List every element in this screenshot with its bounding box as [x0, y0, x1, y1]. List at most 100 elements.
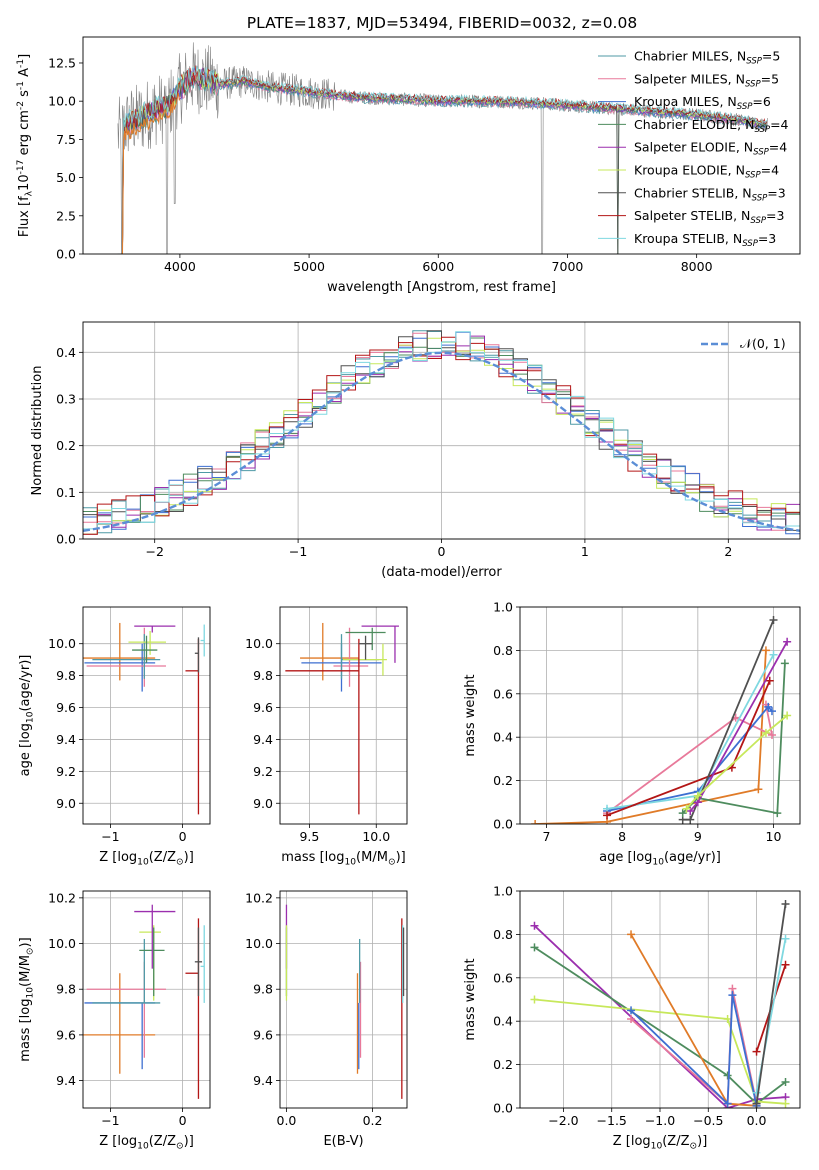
- y-tick-label: 2.5: [56, 208, 76, 223]
- y-axis-label: mass weight: [463, 674, 478, 756]
- weight-marker: [765, 676, 774, 685]
- x-axis-label: wavelength [Angstrom, rest frame]: [327, 280, 556, 295]
- x-tick-label: 7: [543, 829, 551, 844]
- x-tick-label: −0.5: [693, 1113, 723, 1128]
- x-tick-label: −1: [101, 1113, 119, 1128]
- x-tick-label: 8: [618, 829, 626, 844]
- x-tick-label: 9.5: [299, 829, 319, 844]
- weight-marker: [682, 804, 691, 813]
- label-segment: ]: [17, 54, 32, 59]
- plot-area: [285, 622, 399, 815]
- label-segment: 10: [652, 857, 664, 867]
- y-tick-label: 0.4: [56, 345, 76, 360]
- legend-entry: Kroupa STELIB, NSSP=3: [634, 231, 776, 249]
- legend-text: Kroupa ELODIE, N: [634, 163, 745, 178]
- y-tick-label: 10.0: [48, 936, 76, 951]
- x-tick-label: −1.0: [645, 1113, 675, 1128]
- label-segment: )]: [184, 850, 194, 865]
- legend-entry: Chabrier STELIB, NSSP=3: [634, 185, 786, 203]
- y-tick-label: 0.6: [493, 970, 513, 985]
- y-tick-label: 9.8: [253, 668, 273, 683]
- axes-frame: [519, 606, 801, 825]
- weight-marker: [780, 659, 789, 668]
- y-tick-label: 0.8: [493, 643, 513, 658]
- model-spectrum-kroupa-miles: [117, 67, 767, 254]
- weight-marker: [761, 728, 770, 737]
- y-tick-label: 0.0: [56, 247, 76, 262]
- x-tick-label: 10.0: [362, 829, 390, 844]
- x-tick-label: 0: [179, 829, 187, 844]
- y-tick-label: 9.8: [56, 982, 76, 997]
- y-axis-label: age [log10(age/yr)]: [18, 655, 35, 777]
- residuals-panel: −2 −1 0 1 2 0.0 0.1 0.2 0.3 0.4 (data-model)/error…: [30, 321, 801, 580]
- legend-subscript: SSP: [752, 193, 768, 203]
- label-segment: (age/yr)]: [18, 655, 33, 712]
- weight-marker: [769, 650, 778, 659]
- legend-text: Chabrier ELODIE, N: [634, 117, 754, 132]
- y-tick-label: 0.2: [56, 438, 76, 453]
- y-tick-label: 9.2: [56, 764, 76, 779]
- weight-marker: [783, 637, 792, 646]
- y-tick-label: 0.0: [493, 1101, 513, 1116]
- weight-marker: [781, 934, 790, 943]
- legend-subscript: SSP: [746, 57, 762, 67]
- legend-entry: Salpeter MILES, NSSP=5: [634, 71, 779, 89]
- x-tick-label: 2: [724, 544, 732, 559]
- y-tick-label: 9.6: [56, 700, 76, 715]
- y-tick-label: 0.3: [56, 392, 76, 407]
- legend-entry: Kroupa ELODIE, NSSP=4: [634, 163, 779, 181]
- y-tick-label: 9.6: [56, 1027, 76, 1042]
- y-tick-label: 10.0: [245, 936, 273, 951]
- x-tick-label: 0.0: [747, 1113, 767, 1128]
- label-segment: (data-model)/error: [381, 565, 502, 580]
- weight-marker: [627, 1006, 636, 1015]
- label-segment: ⊙: [690, 1141, 698, 1151]
- x-tick-label: 0: [438, 544, 446, 559]
- weight-marker: [627, 930, 636, 939]
- label-segment: )]: [697, 1134, 707, 1149]
- legend-subscript: SSP: [750, 216, 766, 226]
- x-tick-label: 4000: [164, 259, 196, 274]
- y-tick-label: 0.1: [56, 485, 76, 500]
- model-spectrum-orange: [120, 92, 180, 254]
- x-tick-label: 0.0: [277, 1113, 297, 1128]
- y-tick-label: 9.4: [56, 732, 76, 747]
- weight-line: [630, 995, 758, 1106]
- label-segment: (Z/Z: [149, 1134, 176, 1149]
- weight-line: [606, 705, 773, 812]
- plot-area: [83, 904, 205, 1099]
- label-segment: ⊙: [388, 857, 396, 867]
- label-segment: 10: [651, 1141, 663, 1151]
- axes-frame: [82, 606, 211, 825]
- y-tick-label: 9.4: [253, 732, 273, 747]
- plot-area: [285, 904, 405, 1099]
- weight-marker: [781, 1099, 790, 1108]
- x-tick-label: 6000: [422, 259, 454, 274]
- label-segment: λ: [24, 190, 34, 196]
- label-segment: 10: [17, 174, 32, 191]
- label-segment: mass weight: [463, 958, 478, 1040]
- y-tick-label: 0.4: [493, 730, 513, 745]
- axes-frame: [82, 890, 211, 1109]
- label-segment: age [log: [599, 850, 652, 865]
- mass-vs-metallicity-panel: −1 09.49.69.810.010.2Z [log10(Z/Z⊙)]mass …: [18, 890, 211, 1151]
- y-tick-label: 9.0: [56, 796, 76, 811]
- legend-text: Salpeter ELODIE, N: [634, 140, 753, 155]
- age-vs-metallicity-panel: −1 09.09.29.49.69.810.0Z [log10(Z/Z⊙)]age…: [18, 606, 211, 867]
- weight-marker: [723, 1071, 732, 1080]
- label-segment: mass weight: [463, 674, 478, 756]
- label-segment: (Z/Z: [149, 850, 176, 865]
- normal-curve: [83, 351, 800, 532]
- y-tick-label: 10.0: [245, 636, 273, 651]
- y-tick-label: 10.2: [48, 890, 76, 905]
- label-segment: erg cm: [17, 110, 32, 159]
- y-tick-label: 9.2: [253, 764, 273, 779]
- label-segment: (M/M: [356, 850, 388, 865]
- y-axis-label: mass weight: [463, 958, 478, 1040]
- label-segment: age [log: [18, 723, 33, 776]
- y-tick-label: 0.8: [493, 927, 513, 942]
- legend-text: Chabrier STELIB, N: [634, 185, 752, 200]
- legend-suffix: =3: [766, 208, 784, 223]
- legend-suffix: =5: [762, 49, 780, 64]
